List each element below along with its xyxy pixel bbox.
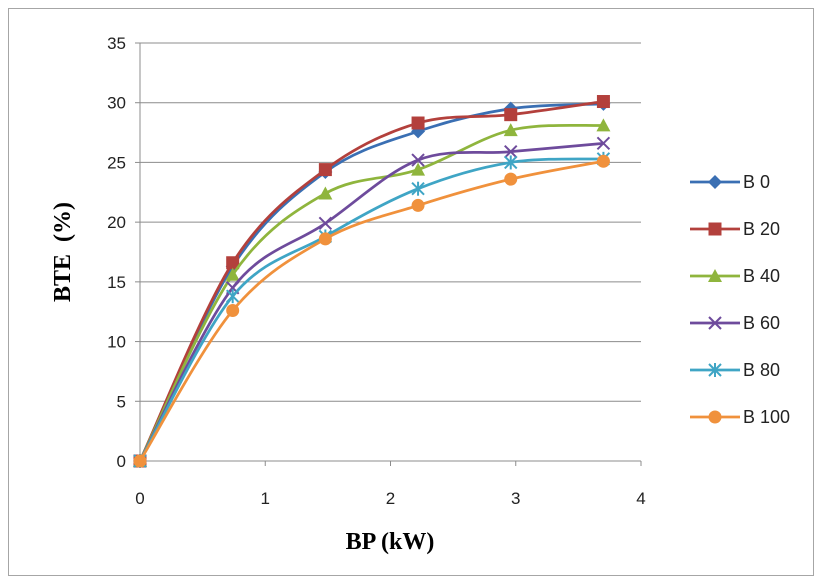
data-point-b40-4 [503,123,518,137]
legend-marker-b80 [708,363,722,377]
legend-marker-b40 [708,269,722,282]
legend-item-b80: B 80 [690,360,780,380]
data-point-b20-5 [596,95,610,109]
data-point-b100-3 [411,198,425,212]
series-line-b20 [138,100,604,462]
data-point-b40-5 [596,118,611,132]
y-tick-label-10: 10 [107,333,126,352]
legend-item-b40: B 40 [690,266,780,286]
series-b80 [133,151,611,468]
series-b60 [133,136,611,468]
series-layer [133,95,611,468]
data-point-b80-3 [411,181,425,196]
data-point-b100-4 [504,172,518,186]
series-b20 [133,95,610,468]
x-tick-label-2: 2 [386,489,395,508]
data-point-b100-0 [133,454,147,468]
data-point-b40-3 [411,162,426,176]
legend-item-b20: B 20 [690,219,780,239]
data-point-b60-5 [596,136,611,151]
series-b0 [133,96,611,468]
data-point-b20-4 [504,108,518,122]
legend-label-b20: B 20 [743,219,780,239]
legend-marker-b0 [708,175,722,189]
y-tick-label-20: 20 [107,213,126,232]
data-point-b60-3 [411,153,425,167]
y-tick-label-15: 15 [107,273,126,292]
legend-label-b60: B 60 [743,313,780,333]
legend-label-b100: B 100 [743,407,790,427]
axes: 0 5 10 15 20 25 30 35 0 1 2 3 4 [107,34,646,508]
data-point-b20-3 [411,116,425,130]
data-point-b40-1 [225,267,240,281]
data-point-b20-1 [226,256,240,270]
data-point-b100-5 [596,154,610,168]
series-b40 [133,118,611,467]
legend-marker-b60 [708,316,722,330]
y-tick-label-35: 35 [107,34,126,53]
y-tick-label-25: 25 [107,153,126,172]
series-line-b0 [138,102,604,462]
data-point-b40-2 [318,186,333,200]
legend-item-b0: B 0 [690,172,770,192]
x-tick-label-3: 3 [511,489,520,508]
x-axis-title: BP (kW) [346,529,435,555]
data-point-b20-2 [318,163,332,177]
data-point-b100-1 [226,304,240,318]
x-tick-label-1: 1 [261,489,270,508]
y-tick-label-30: 30 [107,94,126,113]
legend: B 0 B 20 B 40 B 60 B 80 B 100 [690,172,790,427]
series-line-b40 [138,123,604,462]
legend-label-b0: B 0 [743,172,770,192]
gridlines [140,42,641,402]
y-axis-title: BTE (%) [50,202,76,302]
y-tick-label-0: 0 [117,452,126,471]
x-tick-label-4: 4 [636,489,645,508]
legend-marker-b100 [708,410,722,424]
legend-label-b40: B 40 [743,266,780,286]
legend-item-b60: B 60 [690,313,780,333]
series-b100 [133,154,610,468]
legend-label-b80: B 80 [743,360,780,380]
data-point-b60-2 [318,216,333,231]
legend-item-b100: B 100 [690,407,790,427]
y-tick-label-5: 5 [117,392,126,411]
x-tick-label-0: 0 [135,489,144,508]
data-point-b60-4 [504,144,518,159]
data-point-b80-1 [225,289,240,304]
legend-marker-b20 [708,222,722,236]
data-point-b100-2 [318,232,332,246]
data-point-b80-4 [504,155,518,170]
